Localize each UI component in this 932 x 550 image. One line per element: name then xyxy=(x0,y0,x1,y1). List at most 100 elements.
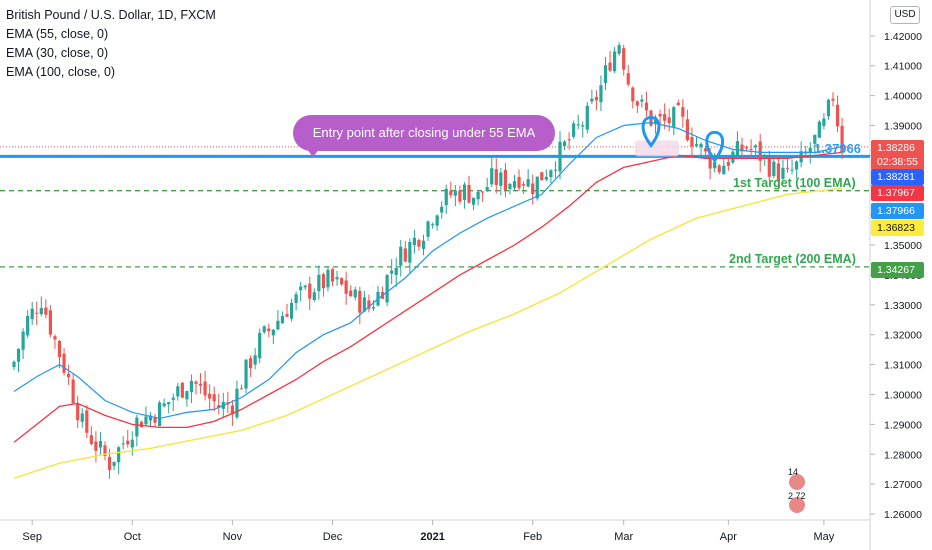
candle-body xyxy=(239,388,244,390)
candle-body xyxy=(349,290,353,297)
currency-button[interactable]: USD xyxy=(890,6,920,24)
entry-highlight xyxy=(635,140,679,157)
map-pin-icon xyxy=(705,130,725,163)
us-flag-icon xyxy=(789,497,805,513)
candle-body xyxy=(162,403,166,407)
candle-body xyxy=(21,331,25,350)
candle-body xyxy=(644,102,649,111)
candle-body xyxy=(280,316,285,324)
candle-body xyxy=(499,172,503,186)
candle-body xyxy=(471,197,476,205)
candle-body xyxy=(390,270,394,274)
y-tick-label: 1.28000 xyxy=(884,449,922,461)
candle-body xyxy=(12,361,16,368)
candle-body xyxy=(171,397,175,400)
price-tag: 1.36823 xyxy=(871,220,924,236)
candle-body xyxy=(822,118,826,126)
ema30-line xyxy=(13,121,843,420)
candle-body xyxy=(176,386,180,397)
candle-body xyxy=(758,141,762,161)
candle-body xyxy=(112,461,116,466)
candle-body xyxy=(808,147,812,153)
price-tag-value: 1.38281 xyxy=(877,171,915,183)
candle-body xyxy=(44,307,48,315)
candle-body xyxy=(713,162,717,169)
candle-body xyxy=(303,285,307,288)
candle-body xyxy=(522,184,526,186)
candle-body xyxy=(57,340,62,358)
candle-body xyxy=(781,167,785,179)
candle-body xyxy=(726,161,730,166)
candle-body xyxy=(80,413,84,422)
y-tick-label: 1.33000 xyxy=(884,300,922,312)
candle-body xyxy=(312,292,316,300)
candle-body xyxy=(412,237,416,246)
candle-body xyxy=(553,169,558,171)
y-tick-label: 1.27000 xyxy=(884,479,922,491)
candle-body xyxy=(208,393,212,399)
y-tick-label: 1.29000 xyxy=(884,419,922,431)
candle-body xyxy=(626,73,630,85)
candle-body xyxy=(685,119,689,141)
candle-body xyxy=(817,121,821,138)
candle-body xyxy=(663,114,667,121)
candle-body xyxy=(517,176,521,189)
candle-body xyxy=(358,290,362,313)
candle-body xyxy=(658,113,662,117)
candle-body xyxy=(148,415,153,421)
candle-body xyxy=(203,381,207,396)
candle-body xyxy=(308,283,312,299)
candle-body xyxy=(708,153,712,169)
candle-body xyxy=(107,456,112,471)
candle-body xyxy=(735,141,740,156)
y-tick-label: 1.31000 xyxy=(884,360,922,372)
candle-body xyxy=(139,421,143,428)
candle-body xyxy=(722,165,726,175)
candle-body xyxy=(444,188,448,206)
candle-body xyxy=(795,161,799,170)
candle-body xyxy=(467,184,471,203)
candle-body xyxy=(603,65,608,83)
candle-body xyxy=(217,405,221,408)
price-tag: 1.38286 02:38:55 xyxy=(871,140,924,170)
candle-body xyxy=(763,156,767,158)
candle-body xyxy=(35,312,39,314)
candle-body xyxy=(576,124,580,126)
candle-body xyxy=(776,163,780,181)
candle-body xyxy=(271,329,275,336)
y-tick-label: 1.30000 xyxy=(884,389,922,401)
target1-label: 1st Target (100 EMA) xyxy=(733,176,856,190)
candle-body xyxy=(744,147,749,149)
candle-body xyxy=(71,379,75,404)
candle-body xyxy=(672,107,676,128)
candle-body xyxy=(667,117,671,124)
candle-body xyxy=(613,51,617,72)
flag-uk-count: 14 xyxy=(788,467,799,477)
entry-callout: Entry point after closing under 55 EMA xyxy=(293,115,555,151)
candle-body xyxy=(289,302,294,319)
candle-body xyxy=(540,172,544,181)
countdown-timer: 02:38:55 xyxy=(877,156,918,168)
candle-body xyxy=(581,125,585,127)
candle-body xyxy=(130,439,134,448)
candle-body xyxy=(367,300,371,309)
x-tick-label: Oct xyxy=(124,531,141,543)
candle-body xyxy=(235,388,239,418)
candle-body xyxy=(16,349,21,362)
candle-body xyxy=(117,447,121,463)
candle-body xyxy=(153,416,157,423)
candle-body xyxy=(198,383,203,386)
price-tag: 1.34267 xyxy=(871,262,924,278)
candle-body xyxy=(371,306,376,309)
candle-body xyxy=(485,186,489,191)
candle-body xyxy=(617,45,621,54)
candle-body xyxy=(230,405,234,415)
candle-body xyxy=(48,310,52,335)
candle-body xyxy=(790,169,794,171)
candle-body xyxy=(53,336,57,340)
y-tick-label: 1.39000 xyxy=(884,121,922,133)
candle-body xyxy=(39,307,43,315)
candle-body xyxy=(640,99,644,102)
candle-body xyxy=(476,191,480,200)
